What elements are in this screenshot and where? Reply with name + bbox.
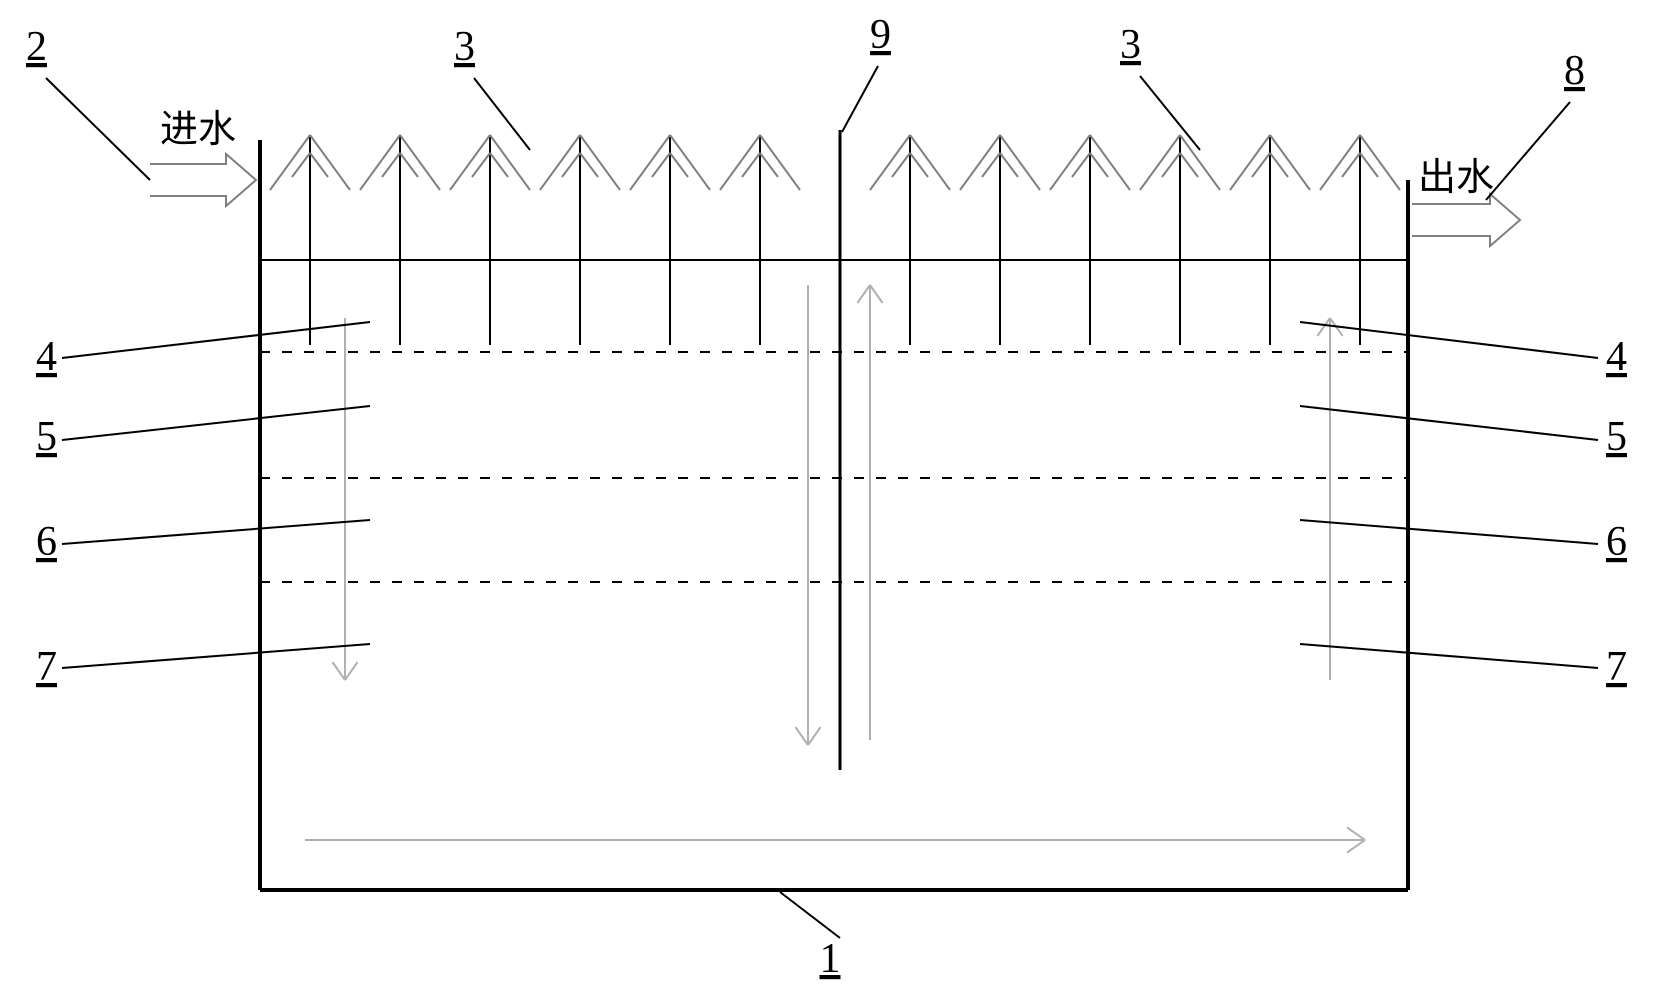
callout-9: 9 — [870, 12, 891, 58]
io: 进水出水 — [150, 109, 1520, 246]
pool-container — [260, 130, 1408, 890]
labels: 2 3 9 3 8 4 5 6 7 4 5 6 7 1 — [26, 12, 1627, 982]
callout-4: 4 — [1606, 334, 1627, 380]
callout-3: 3 — [1120, 22, 1141, 68]
callout-4: 4 — [36, 334, 57, 380]
callout-6: 6 — [36, 519, 57, 565]
inlet-label: 进水 — [160, 109, 236, 151]
callout-8: 8 — [1564, 48, 1585, 94]
callout-7: 7 — [1606, 644, 1627, 690]
callout-5: 5 — [1606, 414, 1627, 460]
callout-1: 1 — [820, 936, 841, 982]
callout-3: 3 — [454, 24, 475, 70]
callout-6: 6 — [1606, 519, 1627, 565]
callout-5: 5 — [36, 414, 57, 460]
callout-7: 7 — [36, 644, 57, 690]
callout-2: 2 — [26, 24, 47, 70]
flow-arrows — [305, 285, 1365, 853]
outlet-label: 出水 — [1418, 157, 1494, 199]
plants — [270, 135, 1400, 345]
